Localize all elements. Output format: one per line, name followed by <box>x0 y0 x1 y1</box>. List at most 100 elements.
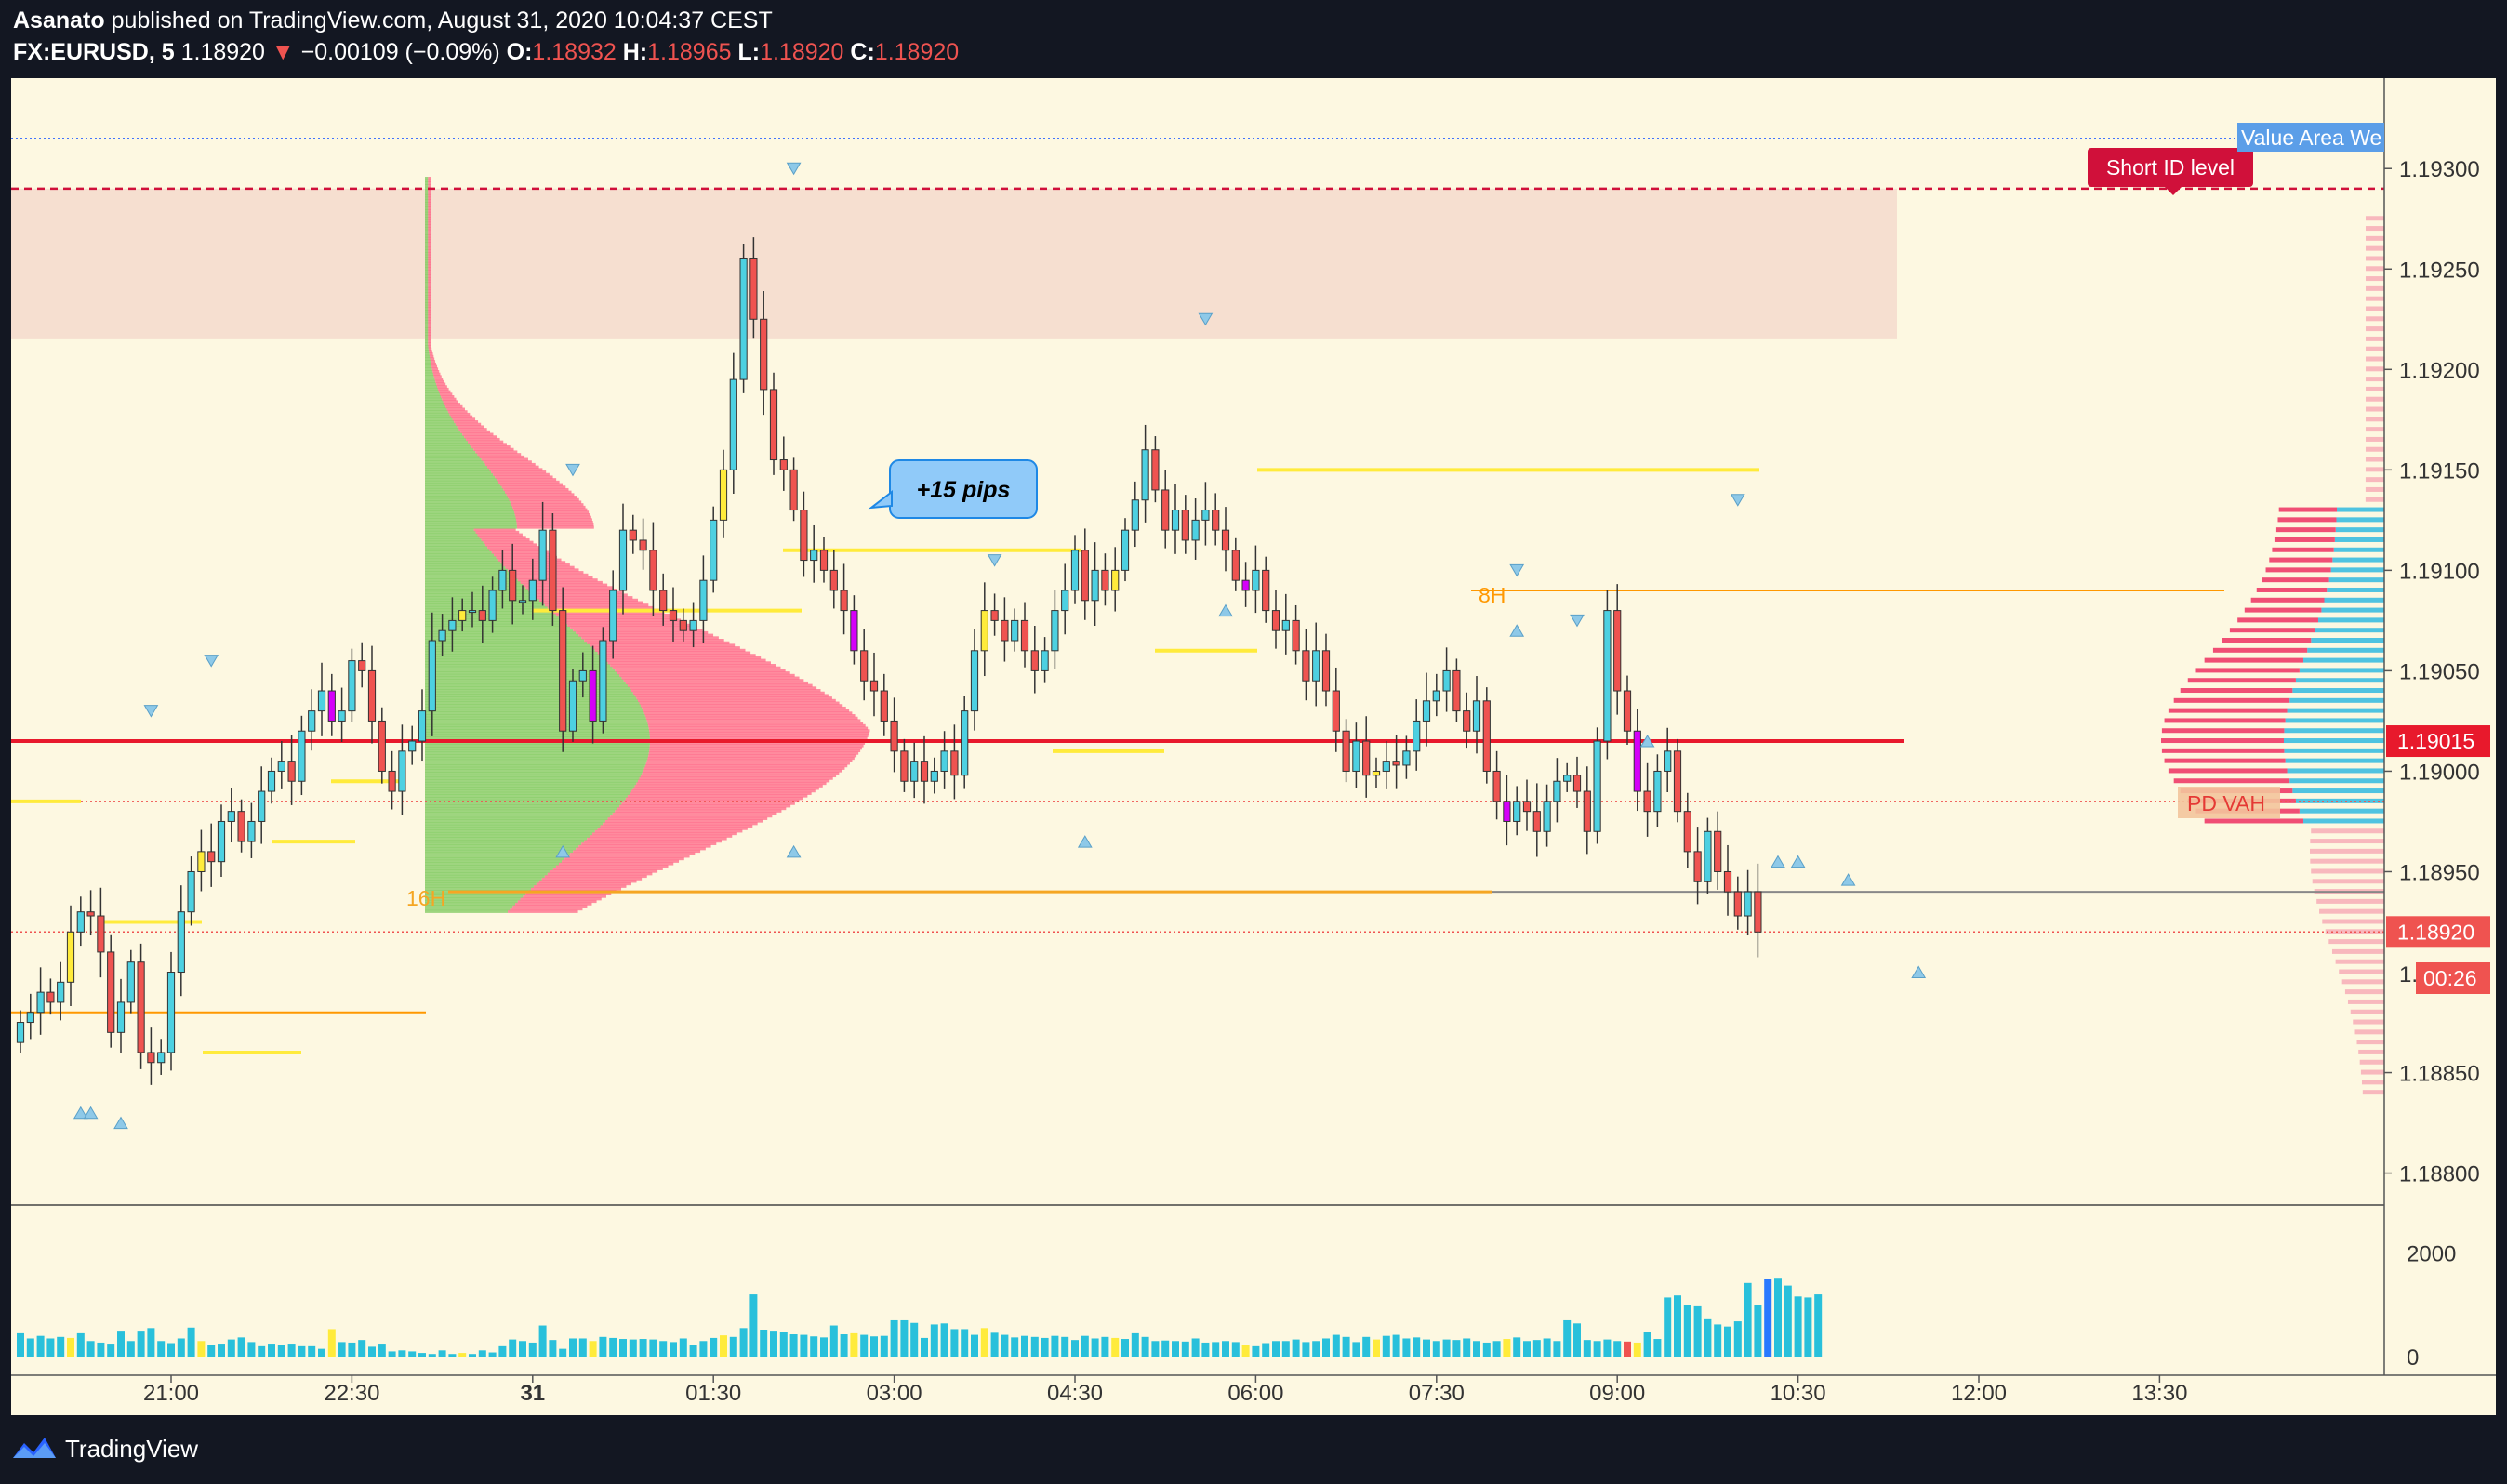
vp-left-green-row <box>425 337 429 341</box>
vp-left-green-row <box>425 282 429 285</box>
vp-left-green-row <box>425 747 650 750</box>
candle-body <box>880 690 888 722</box>
volume-bar <box>1532 1340 1541 1357</box>
vp-left-green-row <box>425 722 648 725</box>
vp-left-red-row <box>428 209 431 213</box>
volume-bar <box>1603 1339 1612 1357</box>
symbol-label[interactable]: FX:EURUSD, 5 <box>13 39 175 65</box>
candle-body <box>1252 569 1260 591</box>
vp-left-green-row <box>425 593 534 597</box>
vp-left-green-row <box>425 196 429 200</box>
tradingview-logo-icon[interactable] <box>9 1432 60 1465</box>
volume-bar <box>990 1332 999 1357</box>
volume-bar <box>1201 1342 1210 1357</box>
candle-body <box>739 258 748 380</box>
volume-bar <box>1764 1279 1772 1357</box>
vp-left-green-row <box>425 327 429 331</box>
vp-left-red-row <box>428 202 431 205</box>
vp-right-outer-row <box>2366 226 2384 232</box>
vp-left-red-row <box>428 259 431 263</box>
vp-left-red-row <box>428 317 431 321</box>
vp-left-green-row <box>425 576 516 579</box>
buy-signal-icon <box>1639 735 1655 748</box>
high-value: 1.18965 <box>647 39 732 65</box>
vp-right-outer-row <box>2366 326 2384 332</box>
price-chart[interactable]: 1.19300 1.19250 1.19200 1.19150 1.19100 1.190… <box>11 78 2496 1415</box>
volume-bar <box>940 1323 948 1357</box>
vp-left-green-row <box>425 286 429 291</box>
vp-right-outer-row <box>2366 296 2384 301</box>
vp-right-outer-row <box>2365 486 2384 492</box>
publisher-name[interactable]: Asanato <box>13 7 105 33</box>
candle-body <box>538 529 547 581</box>
vp-left-green-row <box>425 289 429 293</box>
vp-left-red-row <box>455 422 482 426</box>
volume-bar <box>720 1335 727 1357</box>
vp-left-green-row <box>425 382 437 386</box>
vp-right-up-row <box>2307 647 2384 653</box>
volume-bar <box>469 1354 476 1357</box>
volume-bar <box>157 1341 166 1357</box>
vp-right-down-row <box>2204 657 2303 663</box>
vp-left-red-row <box>497 558 562 562</box>
vp-right-outer-row <box>2366 245 2384 251</box>
time-tick-label: 06:00 <box>1227 1381 1283 1406</box>
candle-body <box>1212 510 1220 531</box>
vp-left-red-row <box>617 806 787 811</box>
volume-bar <box>378 1344 386 1357</box>
volume-bar <box>218 1344 225 1357</box>
vp-left-green-row <box>425 872 548 876</box>
vp-left-green-row <box>425 654 601 657</box>
vp-left-red-row <box>428 242 431 245</box>
vp-right-outer-row <box>2322 919 2384 924</box>
candle-body <box>970 650 979 712</box>
volume-bar <box>619 1339 627 1357</box>
volume-bar <box>348 1342 356 1357</box>
vp-left-red-row <box>501 485 566 489</box>
vp-left-red-row <box>496 555 557 560</box>
vp-left-red-row <box>629 686 817 690</box>
volume-bar <box>1041 1337 1049 1357</box>
vp-right-outer-row <box>2366 336 2384 341</box>
volume-bar <box>1181 1341 1189 1357</box>
volume-bar <box>57 1336 65 1357</box>
buy-signal-icon <box>1509 624 1525 637</box>
candle-body <box>66 931 75 983</box>
vp-left-red-row <box>555 865 669 868</box>
vp-left-green-row <box>425 794 628 798</box>
candle-body <box>1553 780 1561 802</box>
vp-left-green-row <box>425 352 430 356</box>
candle-body <box>1382 761 1390 772</box>
vp-left-red-row <box>444 403 461 406</box>
candle-body <box>990 610 999 621</box>
candle-body <box>26 1012 34 1024</box>
candle-body <box>840 590 848 612</box>
vp-left-red-row <box>428 261 431 266</box>
volume-bar <box>1342 1336 1350 1357</box>
vp-left-red-row <box>428 249 431 253</box>
volume-bar <box>187 1327 195 1357</box>
vp-left-green-row <box>425 756 648 761</box>
vp-left-green-row <box>425 865 556 868</box>
candle-body <box>317 690 326 712</box>
vp-left-green-row <box>425 809 616 813</box>
vp-right-up-row <box>2284 738 2384 744</box>
candle-body <box>1191 519 1200 541</box>
footer-brand[interactable]: TradingView <box>65 1434 199 1463</box>
vp-left-red-row <box>479 455 525 459</box>
vp-left-green-row <box>425 704 641 708</box>
volume-bar <box>1222 1341 1229 1357</box>
vp-left-red-row <box>637 779 830 783</box>
vp-left-red-row <box>428 274 431 278</box>
candle-body <box>1181 510 1189 541</box>
vp-left-red-row <box>487 546 541 550</box>
chart-area[interactable]: 1.19300 1.19250 1.19200 1.19150 1.19100 1.190… <box>11 78 2496 1415</box>
vp-left-red-row <box>458 428 487 431</box>
vp-left-green-row <box>425 325 429 328</box>
vp-left-green-row <box>425 344 429 349</box>
candle-body <box>1482 700 1491 772</box>
vp-left-red-row <box>428 181 431 185</box>
vp-right-up-row <box>2335 527 2384 533</box>
vp-left-green-row <box>425 314 429 318</box>
vp-left-green-row <box>425 588 529 592</box>
